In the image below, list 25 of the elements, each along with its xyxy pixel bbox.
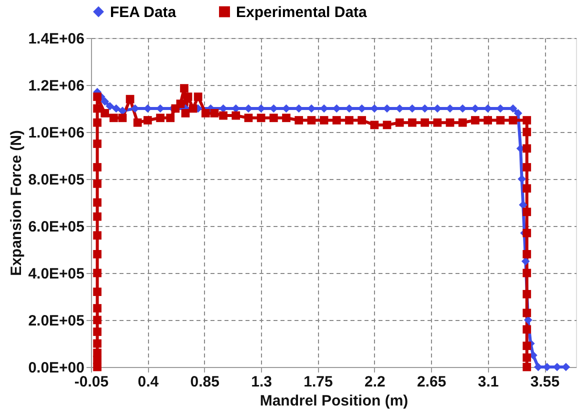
y-tick-label: 6.0E+05 xyxy=(28,218,84,236)
x-tick-label: 3.55 xyxy=(530,374,560,390)
x-axis-title: Mandrel Position (m) xyxy=(260,392,408,410)
y-tick-label: 1.4E+06 xyxy=(28,30,84,48)
y-tick-label: 2.0E+05 xyxy=(28,312,84,330)
x-tick-label: -0.05 xyxy=(74,374,109,390)
x-tick-label: 2.2 xyxy=(364,374,386,390)
point xyxy=(106,102,114,110)
x-tick-label: 0.4 xyxy=(138,374,160,390)
y-tick-label: 0.0E+00 xyxy=(28,360,84,376)
y-tick-label: 1.0E+06 xyxy=(28,124,84,142)
legend-label: FEA Data xyxy=(110,4,177,21)
x-tick-label: 0.85 xyxy=(190,374,220,390)
x-tick-label: 1.3 xyxy=(251,374,272,390)
x-tick-label: 3.1 xyxy=(478,374,499,390)
point xyxy=(100,97,110,106)
y-tick-label: 4.0E+05 xyxy=(28,266,84,282)
legend-label: Experimental Data xyxy=(236,4,368,21)
x-tick-label: 1.75 xyxy=(304,374,333,390)
x-tick-label: 2.65 xyxy=(417,374,446,390)
y-tick-label: 8.0E+05 xyxy=(28,172,84,188)
point xyxy=(521,257,530,266)
y-axis-title: Expansion Force (N) xyxy=(8,130,26,276)
point xyxy=(112,104,120,113)
y-tick-label: 1.2E+06 xyxy=(28,78,84,94)
